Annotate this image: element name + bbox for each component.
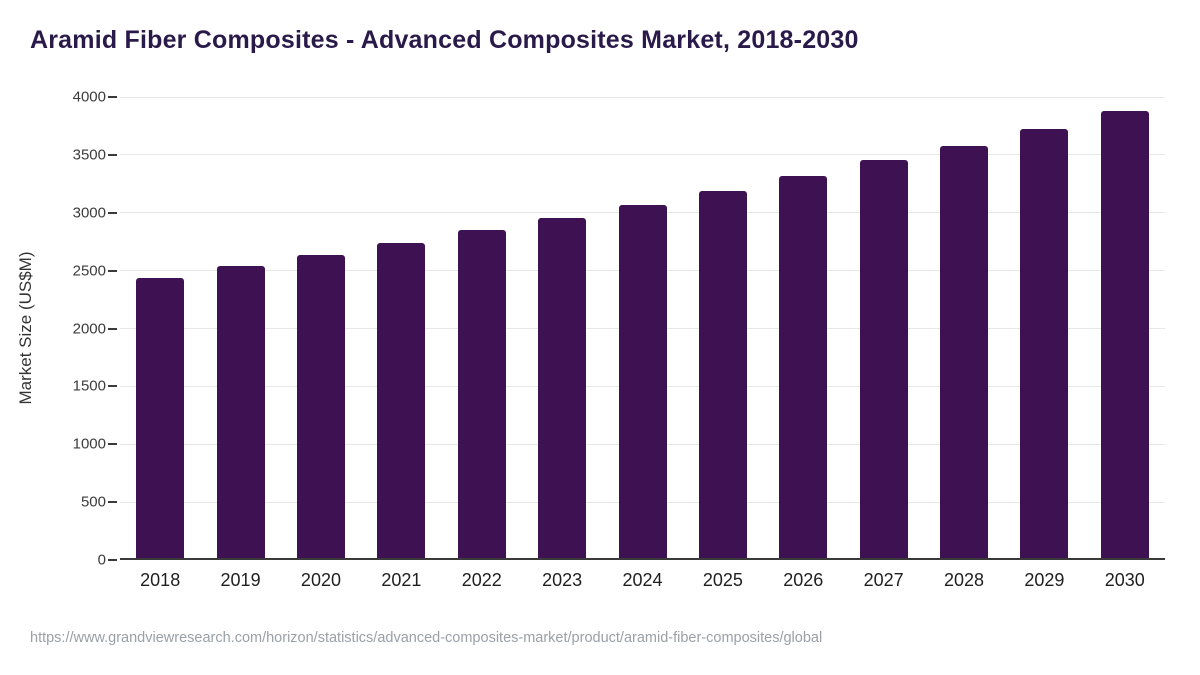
bar-2020 [296,254,345,558]
x-tick-label: 2020 [300,570,341,590]
bar-2025 [698,191,747,558]
bar-2024 [618,204,667,558]
x-tick-label: 2025 [702,570,743,590]
y-axis-tick-labels: 0 500 1000 1500 2000 2500 3000 3500 4000 [0,89,106,569]
x-axis-tick-labels: 2018 2019 2020 2021 2022 2023 2024 2025 2026 2027… [120,570,1165,598]
y-tick-mark [108,96,117,98]
bar-2021 [377,243,426,558]
y-tick-label: 1000 [72,435,106,453]
x-tick-label: 2021 [381,570,422,590]
x-tick-label: 2027 [863,570,904,590]
y-tick-label: 0 [97,551,106,569]
bar-2026 [779,176,828,558]
x-tick-label: 2028 [944,570,985,590]
bar-2018 [136,277,185,558]
y-tick-mark [108,211,117,214]
bar-2030 [1100,111,1149,558]
y-tick-label: 500 [80,493,106,511]
y-tick-label: 4000 [72,88,106,106]
x-tick-label: 2019 [220,570,261,590]
source-url: https://www.grandviewresearch.com/horizo… [30,630,823,646]
y-tick-mark [108,269,117,272]
y-tick-mark [108,327,117,330]
bar-2028 [940,145,989,558]
bar-2022 [457,230,506,558]
chart-title: Aramid Fiber Composites - Advanced Compo… [30,26,859,54]
x-tick-label: 2030 [1104,570,1145,590]
x-tick-label: 2024 [622,570,663,590]
y-tick-label: 2000 [72,320,106,337]
y-tick-mark [108,385,117,388]
y-tick-mark [108,153,117,156]
x-tick-label: 2018 [140,570,181,590]
bar-2023 [538,217,587,558]
x-tick-label: 2029 [1024,570,1065,590]
y-tick-mark [108,443,117,446]
x-tick-label: 2026 [783,570,824,590]
x-tick-label: 2023 [542,570,583,590]
y-tick-mark [108,559,117,561]
plot-area [108,96,1165,561]
x-tick-label: 2022 [461,570,502,590]
gridline [120,96,1165,98]
bar-2029 [1020,128,1069,558]
y-tick-label: 1500 [72,377,106,395]
y-tick-label: 2500 [72,262,106,280]
y-tick-mark [108,501,117,504]
y-tick-label: 3000 [72,204,106,222]
y-tick-label: 3500 [72,146,106,164]
bar-2019 [216,266,265,558]
gridline [120,154,1165,156]
bar-2027 [859,159,908,558]
